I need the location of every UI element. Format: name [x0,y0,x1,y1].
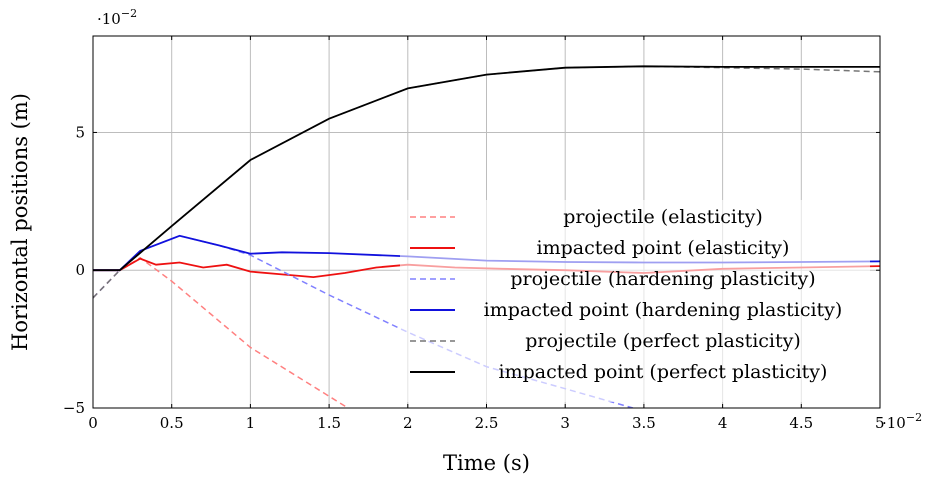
x-tick-label: 3 [560,414,570,432]
legend-entry: projectile (elasticity) [563,206,763,228]
x-tick-label: 4 [718,414,728,432]
x-tick-label: 1 [246,414,256,432]
series-line-1 [93,256,349,408]
x-tick-label: 2.5 [475,414,499,432]
series-line-6 [93,65,880,272]
x-tick-label: 0.5 [160,414,184,432]
y-tick-label: −5 [63,399,85,417]
x-tick-label: 5 [875,414,885,432]
y-axis-label: Horizontal positions (m) [8,93,32,351]
legend-entry: impacted point (elasticity) [537,237,790,259]
x-tick-label: 0 [88,414,98,432]
legend: projectile (elasticity) impacted point (e… [400,200,870,402]
legend-entry: impacted point (hardening plasticity) [484,299,843,321]
legend-entry: impacted point (perfect plasticity) [499,361,828,383]
y-tick-label: 0 [75,261,85,279]
x-tick-label: 1.5 [317,414,341,432]
x-axis-label: Time (s) [443,451,530,475]
legend-box [400,200,870,402]
tick-marks [92,36,881,409]
legend-entry: projectile (perfect plasticity) [525,330,801,352]
x-scale-label: ·10−2 [882,411,922,432]
x-tick-label: 3.5 [632,414,656,432]
x-tick-label: 2 [403,414,413,432]
y-tick-label: 5 [75,123,85,141]
x-tick-label: 4.5 [789,414,813,432]
y-scale-label: ·10−2 [97,7,137,28]
legend-entry: projectile (hardening plasticity) [510,268,815,290]
